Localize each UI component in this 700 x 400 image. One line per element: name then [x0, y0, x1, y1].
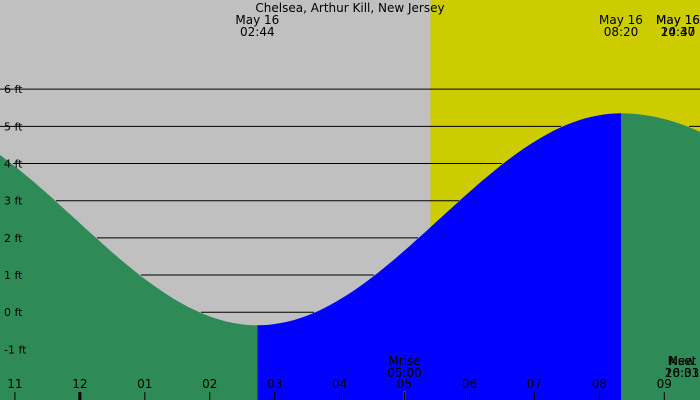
hour-tick-label: 07: [527, 377, 542, 391]
y-tick-label: 2 ft: [4, 232, 23, 245]
y-tick-label: 3 ft: [4, 195, 23, 208]
hour-tick-label: 04: [332, 377, 347, 391]
hour-tick-label: 11: [7, 377, 22, 391]
tide-extreme-date: May 16: [656, 13, 700, 27]
y-tick-label: 0 ft: [4, 306, 23, 319]
moon-event-time: 05:00: [387, 366, 422, 380]
moon-event-label: Mset: [668, 354, 697, 368]
tide-extreme-time: 14:40: [661, 25, 696, 39]
hour-tick-label: 01: [137, 377, 152, 391]
tide-fill-layer: [0, 113, 700, 400]
hour-tick-label: 06: [462, 377, 477, 391]
chart-title: Chelsea, Arthur Kill, New Jersey: [255, 1, 444, 15]
moon-event-time: 20:31: [665, 366, 700, 380]
hour-tick-label: 08: [592, 377, 607, 391]
tide-extreme-time: 20:37: [661, 25, 696, 39]
tide-extreme-time: 02:44: [240, 25, 275, 39]
y-tick-label: 5 ft: [4, 120, 23, 133]
tide-extreme-date: May 16: [656, 13, 700, 27]
moon-event-label: Mrise: [388, 354, 420, 368]
height-gridlines: [0, 88, 700, 313]
tide-extreme-date: May 16: [599, 13, 643, 27]
y-tick-label: 1 ft: [4, 269, 23, 282]
falling-tide-area: [621, 113, 700, 400]
y-tick-label: 6 ft: [4, 83, 23, 96]
y-tick-label: -1 ft: [4, 343, 27, 356]
falling-tide-area: [0, 155, 258, 400]
hour-axis: 11 12 01 02 03 04 05 06 07 08 09: [7, 377, 672, 400]
tide-extreme-date: May 16: [235, 13, 279, 27]
hour-tick-label: 02: [202, 377, 217, 391]
hour-tick-label: 09: [657, 377, 672, 391]
moon-event-label: New: [669, 354, 695, 368]
tide-extreme-time: 08:20: [604, 25, 639, 39]
y-tick-label: 4 ft: [4, 158, 23, 171]
moon-event-time: 16:03: [665, 366, 700, 380]
hour-tick-label: 12: [72, 377, 87, 391]
rising-tide-area: [257, 113, 621, 400]
hour-tick-label: 03: [267, 377, 282, 391]
hour-tick-label: 05: [397, 377, 412, 391]
y-axis-labels: -1 ft 0 ft 1 ft 2 ft 3 ft 4 ft 5 ft 6 ft: [4, 83, 27, 356]
